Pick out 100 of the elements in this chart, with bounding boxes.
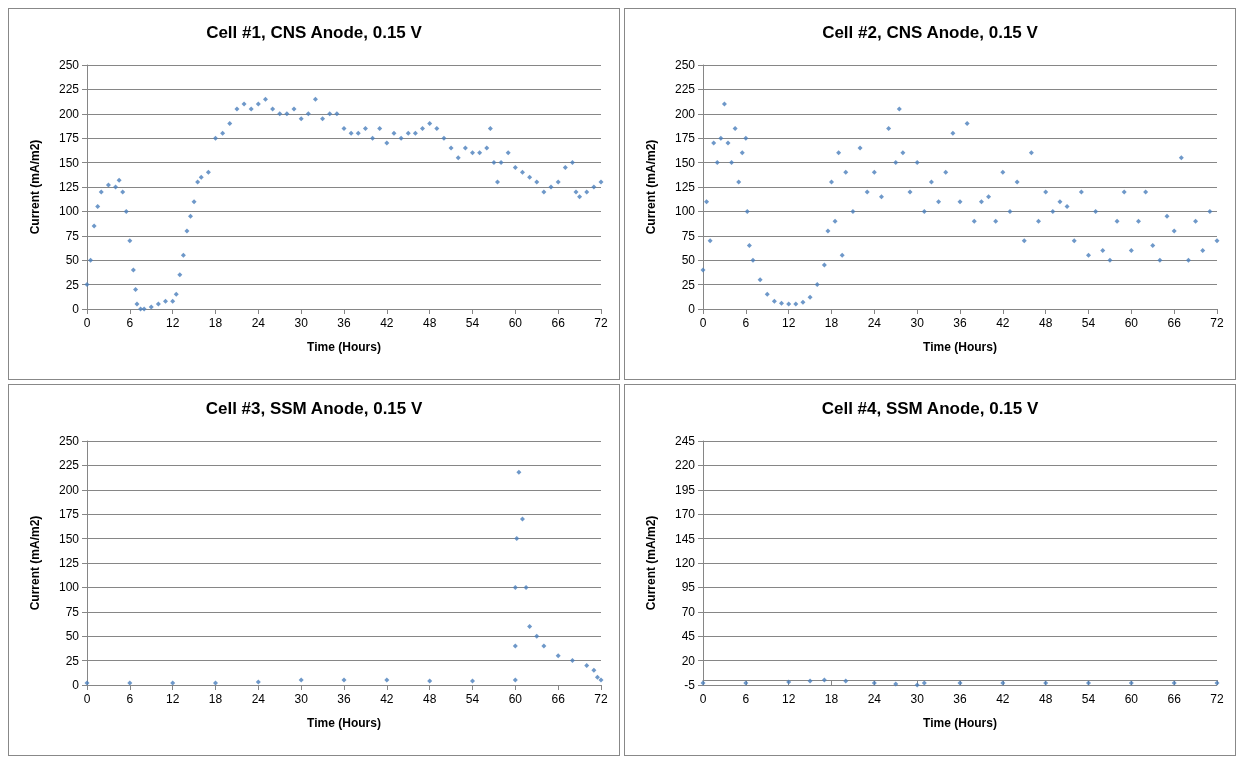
point (534, 633, 540, 639)
y-tick-label: 170 (674, 507, 696, 522)
x-tick-label: 66 (1167, 316, 1182, 330)
point (512, 643, 518, 649)
x-tick-label: 12 (781, 692, 796, 706)
x-tick-label: 6 (742, 316, 750, 330)
x-tick-label: 60 (508, 316, 523, 330)
x-tick-label: 48 (422, 316, 437, 330)
y-tick-label: 195 (674, 482, 696, 497)
x-tick-label: 36 (953, 316, 967, 330)
x-tick-label: 36 (953, 692, 967, 706)
x-axis-title: Time (Hours) (923, 340, 997, 354)
x-tick-label: 12 (165, 316, 180, 330)
point (598, 677, 604, 683)
point (527, 623, 533, 629)
y-tick-label: 25 (65, 277, 80, 292)
point (569, 658, 575, 664)
y-tick-label: 125 (58, 180, 80, 194)
point (255, 679, 261, 685)
y-axis-title: Current (mA/m2) (28, 139, 42, 235)
x-tick-label: 0 (699, 692, 707, 706)
x-tick-label: 60 (1124, 692, 1139, 706)
x-tick-label: 0 (83, 692, 91, 706)
x-tick-label: 66 (551, 316, 566, 330)
y-tick-label: 220 (674, 458, 696, 473)
x-tick-label: 30 (910, 692, 925, 706)
y-tick-label: 95 (681, 580, 696, 595)
y-tick-label: 145 (674, 531, 696, 546)
y-tick-label: 70 (681, 604, 696, 619)
point (512, 677, 518, 683)
y-tick-label: 100 (58, 580, 80, 595)
y-axis-title: Current (mA/m2) (644, 515, 658, 611)
y-tick-label: 250 (58, 58, 80, 72)
x-tick-label: 54 (1081, 692, 1096, 706)
y-tick-label: 0 (72, 302, 80, 316)
y-tick-label: -5 (684, 678, 696, 692)
x-tick-label: 6 (742, 692, 750, 706)
chart-title: Cell #3, SSM Anode, 0.15 V (205, 399, 423, 418)
y-tick-label: 250 (58, 434, 80, 448)
x-tick-label: 42 (380, 316, 394, 330)
x-tick-label: 24 (867, 692, 882, 706)
x-tick-label: 0 (83, 316, 91, 330)
y-tick-label: 225 (674, 82, 696, 97)
x-axis-title: Time (Hours) (923, 716, 997, 730)
y-tick-label: 100 (58, 204, 80, 219)
y-tick-label: 75 (681, 228, 696, 243)
x-tick-label: 54 (465, 316, 480, 330)
x-tick-label: 6 (126, 316, 134, 330)
y-tick-label: 225 (58, 458, 80, 473)
y-tick-label: 150 (674, 155, 696, 170)
point (519, 516, 525, 522)
y-tick-label: 20 (681, 653, 696, 668)
chart-title: Cell #1, CNS Anode, 0.15 V (206, 23, 423, 42)
point (514, 536, 520, 542)
point (591, 667, 597, 673)
point (170, 680, 176, 686)
x-tick-label: 66 (551, 692, 566, 706)
y-tick-label: 75 (65, 228, 80, 243)
point (523, 584, 529, 590)
x-tick-label: 66 (1167, 692, 1182, 706)
point (427, 678, 433, 684)
x-tick-label: 36 (337, 692, 351, 706)
y-tick-label: 225 (58, 82, 80, 97)
x-tick-label: 12 (165, 692, 180, 706)
x-tick-label: 0 (699, 316, 707, 330)
point (384, 677, 390, 683)
point (127, 680, 133, 686)
x-tick-label: 30 (910, 316, 925, 330)
y-tick-label: 50 (65, 629, 80, 644)
point (213, 680, 218, 686)
y-tick-label: 0 (72, 678, 80, 692)
x-tick-label: 72 (1210, 692, 1224, 706)
x-tick-label: 72 (594, 316, 608, 330)
y-tick-label: 250 (674, 58, 696, 72)
x-tick-label: 24 (251, 316, 266, 330)
x-tick-label: 54 (1081, 316, 1096, 330)
chart-title: Cell #4, SSM Anode, 0.15 V (821, 399, 1039, 418)
x-tick-label: 48 (422, 692, 437, 706)
y-tick-label: 200 (674, 106, 696, 121)
chart-title: Cell #2, CNS Anode, 0.15 V (822, 23, 1039, 42)
y-tick-label: 175 (674, 131, 696, 146)
y-tick-label: 175 (58, 131, 80, 146)
x-axis-title: Time (Hours) (307, 716, 381, 730)
x-tick-label: 12 (781, 316, 796, 330)
point (512, 584, 518, 590)
x-tick-label: 24 (251, 692, 266, 706)
x-tick-label: 18 (208, 316, 223, 330)
y-axis-title: Current (mA/m2) (28, 515, 42, 611)
x-tick-label: 72 (594, 692, 608, 706)
y-tick-label: 25 (681, 277, 696, 292)
y-tick-label: 200 (58, 106, 80, 121)
y-tick-label: 120 (674, 556, 696, 570)
x-tick-label: 24 (867, 316, 882, 330)
y-tick-label: 75 (65, 604, 80, 619)
y-tick-label: 150 (58, 531, 80, 546)
point (555, 653, 561, 659)
x-tick-label: 60 (508, 692, 523, 706)
x-tick-label: 30 (294, 316, 309, 330)
x-tick-label: 42 (380, 692, 394, 706)
point (470, 678, 475, 684)
